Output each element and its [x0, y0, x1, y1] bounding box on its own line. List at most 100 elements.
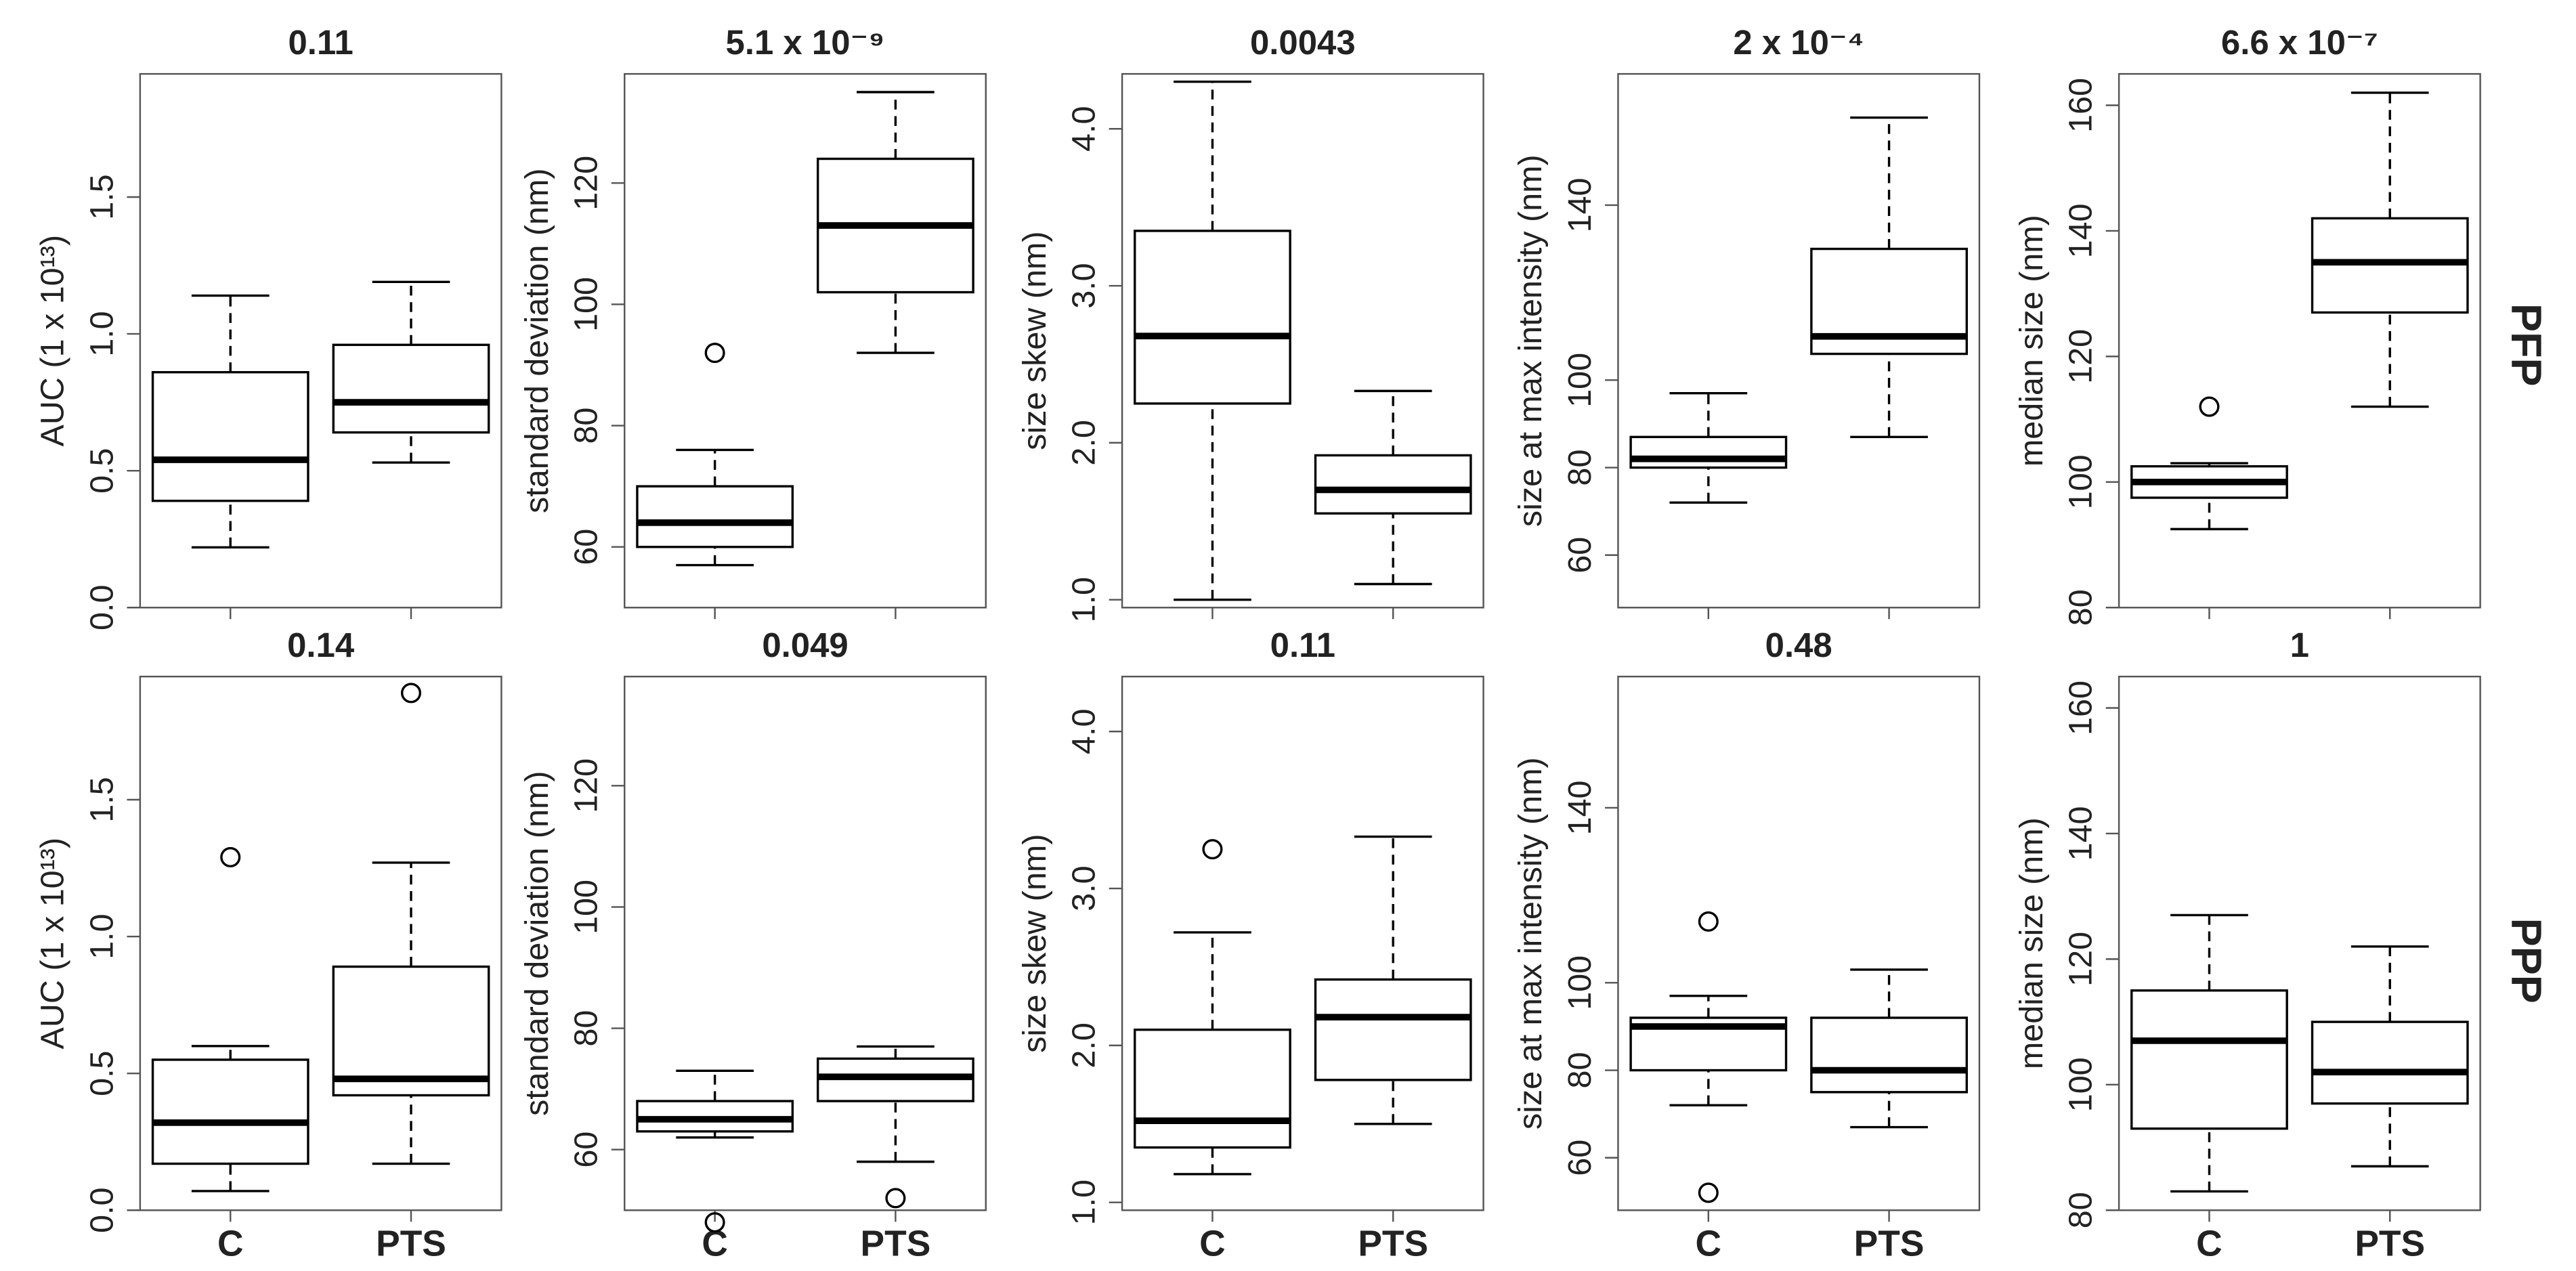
- x-tick-label: PTS: [376, 1224, 446, 1264]
- box: [151, 370, 309, 502]
- plot-frame: [2118, 675, 2481, 1211]
- panel-title: 0.11: [288, 23, 353, 62]
- x-tick-label: C: [2196, 1224, 2223, 1264]
- y-tick-label: 1.0: [1066, 577, 1102, 622]
- box: [2311, 1020, 2469, 1105]
- x-tick-label: PTS: [1854, 1224, 1925, 1264]
- y-tick-label: 160: [2063, 681, 2099, 735]
- y-tick-label: 80: [1562, 450, 1598, 486]
- y-tick-label: 1.5: [83, 777, 120, 822]
- y-tick-label: 120: [2063, 932, 2099, 987]
- panel-title: 0.11: [1270, 626, 1335, 664]
- y-axis-label: size at max intensity (nm): [1512, 154, 1549, 527]
- plot-frame: [1617, 675, 1981, 1211]
- y-tick-label: 2.0: [1066, 1022, 1102, 1068]
- plot-frame: [624, 72, 987, 609]
- plot-frame: [2118, 72, 2481, 609]
- y-tick-label: 0.0: [83, 585, 120, 630]
- y-axis-label: AUC (1 x 10¹³): [35, 838, 71, 1050]
- panel-title: 0.14: [287, 626, 355, 664]
- box: [1810, 1016, 1968, 1094]
- y-tick-label: 3.0: [1066, 865, 1102, 911]
- plot-frame: [139, 675, 502, 1211]
- y-axis-label: size skew (nm): [1016, 834, 1053, 1053]
- outlier: [1698, 1182, 1719, 1203]
- y-tick-label: 1.0: [1066, 1180, 1102, 1225]
- x-tick-label: PTS: [2355, 1224, 2425, 1264]
- outlier: [2199, 396, 2220, 417]
- y-tick-label: 60: [568, 529, 605, 565]
- y-tick-label: 140: [1562, 780, 1598, 835]
- y-tick-label: 80: [568, 408, 605, 444]
- y-tick-label: 100: [2063, 1057, 2099, 1112]
- box: [1629, 435, 1788, 469]
- box: [636, 485, 794, 548]
- panel-title: 0.48: [1765, 626, 1832, 664]
- y-tick-label: 140: [2063, 806, 2099, 861]
- panel-title: 5.1 x 10⁻⁹: [726, 23, 885, 62]
- y-tick-label: 100: [2063, 454, 2099, 509]
- y-tick-label: 80: [2063, 589, 2099, 626]
- y-tick-label: 100: [1562, 955, 1598, 1010]
- y-tick-label: 80: [2063, 1192, 2099, 1228]
- outlier: [220, 846, 241, 867]
- box: [332, 965, 490, 1097]
- outlier: [704, 343, 725, 364]
- outlier: [885, 1188, 906, 1209]
- x-tick-label: C: [702, 1224, 728, 1264]
- y-axis-label: median size (nm): [2013, 215, 2050, 467]
- y-tick-label: 2.0: [1066, 420, 1102, 465]
- y-tick-label: 3.0: [1066, 263, 1102, 308]
- y-tick-label: 80: [1562, 1052, 1598, 1089]
- y-tick-label: 0.0: [83, 1188, 120, 1233]
- y-tick-label: 0.5: [83, 1050, 120, 1096]
- y-tick-label: 140: [2063, 203, 2099, 258]
- y-tick-label: 1.0: [83, 913, 120, 959]
- y-tick-label: 1.5: [83, 174, 120, 219]
- y-tick-label: 160: [2063, 78, 2099, 133]
- x-tick-label: PTS: [861, 1224, 931, 1264]
- y-tick-label: 4.0: [1066, 709, 1102, 754]
- x-tick-label: PTS: [1358, 1224, 1428, 1264]
- plot-frame: [139, 72, 502, 609]
- y-tick-label: 0.5: [83, 448, 120, 493]
- y-axis-label: standard deviation (nm): [519, 771, 555, 1116]
- box: [332, 343, 490, 434]
- y-tick-label: 1.0: [83, 311, 120, 356]
- y-axis-label: standard deviation (nm): [519, 168, 555, 513]
- y-tick-label: 100: [1562, 353, 1598, 408]
- outlier: [1698, 911, 1719, 932]
- y-tick-label: 120: [568, 758, 605, 813]
- y-tick-label: 120: [568, 156, 605, 211]
- y-tick-label: 140: [1562, 177, 1598, 232]
- panel-title: 2 x 10⁻⁴: [1733, 23, 1864, 62]
- box: [1314, 454, 1472, 515]
- panel-title: 1: [2290, 626, 2309, 664]
- y-axis-label: median size (nm): [2013, 817, 2050, 1069]
- y-tick-label: 60: [568, 1132, 605, 1168]
- plot-frame: [1121, 675, 1484, 1211]
- plot-frame: [624, 675, 987, 1211]
- panel-title: 0.049: [762, 626, 848, 664]
- panel-title: 6.6 x 10⁻⁷: [2221, 23, 2378, 62]
- x-tick-label: C: [1696, 1224, 1722, 1264]
- x-tick-label: C: [217, 1224, 244, 1264]
- y-axis-label: size at max intensity (nm): [1512, 757, 1549, 1129]
- y-tick-label: 100: [568, 880, 605, 934]
- panel-title: 0.0043: [1250, 23, 1356, 62]
- box: [1134, 230, 1291, 405]
- box: [151, 1058, 309, 1165]
- plot-frame: [1617, 72, 1981, 609]
- y-tick-label: 4.0: [1066, 106, 1102, 152]
- outlier: [1202, 839, 1223, 860]
- box: [1314, 978, 1472, 1081]
- y-tick-label: 100: [568, 277, 605, 332]
- row-label: PFP: [2502, 303, 2550, 387]
- y-axis-label: AUC (1 x 10¹³): [35, 235, 71, 447]
- box: [1134, 1028, 1291, 1149]
- box: [2130, 989, 2288, 1130]
- plot-frame: [1121, 72, 1484, 609]
- y-axis-label: size skew (nm): [1016, 232, 1053, 450]
